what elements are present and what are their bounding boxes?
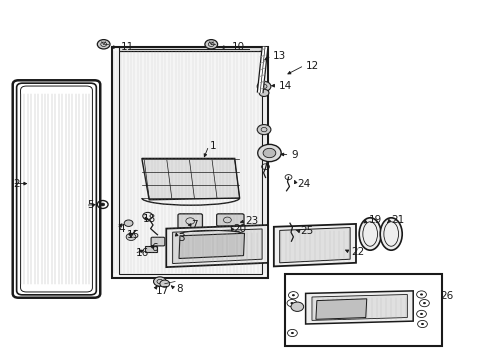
Text: 26: 26 bbox=[439, 291, 452, 301]
Circle shape bbox=[97, 40, 110, 49]
Text: 14: 14 bbox=[278, 81, 291, 91]
Text: 18: 18 bbox=[143, 213, 156, 224]
Circle shape bbox=[153, 277, 166, 286]
Text: 13: 13 bbox=[272, 51, 285, 61]
Polygon shape bbox=[311, 294, 407, 320]
Text: 3: 3 bbox=[178, 233, 185, 243]
Text: 21: 21 bbox=[390, 215, 404, 225]
Text: 10: 10 bbox=[232, 42, 245, 52]
Circle shape bbox=[290, 332, 293, 334]
Text: 12: 12 bbox=[305, 60, 318, 71]
Circle shape bbox=[257, 144, 281, 162]
FancyBboxPatch shape bbox=[216, 214, 244, 226]
Bar bbox=[144, 246, 157, 252]
Text: 2: 2 bbox=[14, 179, 20, 189]
Ellipse shape bbox=[358, 218, 381, 250]
Circle shape bbox=[263, 148, 275, 158]
Ellipse shape bbox=[380, 218, 401, 250]
Text: 16: 16 bbox=[136, 248, 149, 258]
Text: 20: 20 bbox=[233, 224, 246, 234]
Polygon shape bbox=[273, 224, 355, 266]
Text: 15: 15 bbox=[127, 230, 140, 240]
Text: 11: 11 bbox=[121, 42, 134, 52]
Text: 17: 17 bbox=[155, 285, 168, 296]
Polygon shape bbox=[279, 228, 349, 263]
FancyBboxPatch shape bbox=[178, 214, 202, 228]
Circle shape bbox=[126, 233, 136, 240]
Text: 19: 19 bbox=[368, 215, 382, 225]
Circle shape bbox=[204, 40, 217, 49]
Text: 9: 9 bbox=[290, 150, 297, 160]
Circle shape bbox=[290, 302, 303, 311]
Circle shape bbox=[170, 230, 183, 239]
Circle shape bbox=[160, 280, 169, 287]
Text: 5: 5 bbox=[87, 200, 94, 210]
Polygon shape bbox=[112, 47, 267, 278]
Text: 7: 7 bbox=[190, 220, 197, 230]
Circle shape bbox=[259, 89, 268, 96]
Text: 4: 4 bbox=[118, 224, 125, 234]
Circle shape bbox=[291, 294, 294, 296]
Polygon shape bbox=[315, 299, 366, 319]
Text: 8: 8 bbox=[176, 284, 183, 294]
Polygon shape bbox=[119, 47, 262, 51]
Circle shape bbox=[101, 203, 104, 206]
Text: 6: 6 bbox=[151, 243, 158, 253]
Circle shape bbox=[419, 293, 422, 296]
Circle shape bbox=[257, 125, 270, 135]
Polygon shape bbox=[172, 229, 262, 264]
Circle shape bbox=[422, 302, 425, 304]
Text: 27: 27 bbox=[314, 310, 327, 320]
Bar bbox=[285, 274, 441, 346]
Polygon shape bbox=[142, 158, 239, 200]
Text: 24: 24 bbox=[297, 179, 310, 189]
Polygon shape bbox=[305, 291, 412, 324]
Circle shape bbox=[420, 323, 423, 325]
Circle shape bbox=[257, 81, 270, 91]
Polygon shape bbox=[179, 233, 244, 258]
Circle shape bbox=[419, 313, 422, 315]
Text: 1: 1 bbox=[210, 141, 217, 151]
Text: 25: 25 bbox=[300, 226, 313, 236]
Polygon shape bbox=[166, 225, 267, 267]
Circle shape bbox=[290, 302, 293, 304]
FancyBboxPatch shape bbox=[151, 237, 164, 246]
Text: 22: 22 bbox=[350, 247, 364, 257]
Text: 23: 23 bbox=[245, 216, 258, 226]
Circle shape bbox=[124, 220, 133, 226]
